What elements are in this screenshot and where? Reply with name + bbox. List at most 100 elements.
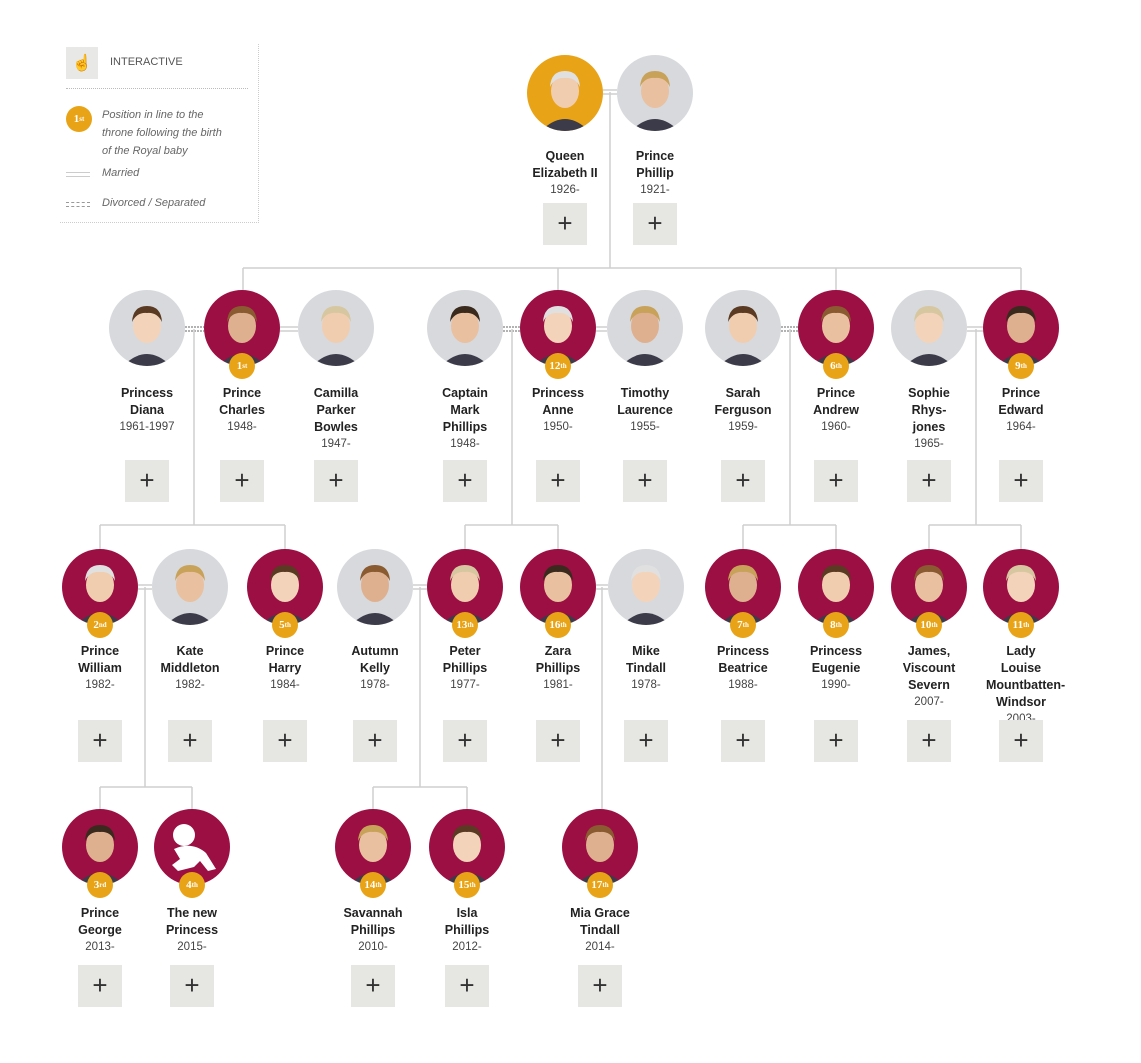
person-name: Prince Edward 1964- — [966, 385, 1076, 436]
person-name: Timothy Laurence 1955- — [590, 385, 700, 436]
person-years: 2015- — [177, 941, 207, 953]
person-years: 1981- — [543, 679, 573, 691]
expand-person-button[interactable]: + — [543, 203, 587, 245]
portrait-photo — [905, 306, 953, 366]
person-photo — [109, 290, 185, 366]
expand-person-button[interactable]: + — [999, 720, 1043, 762]
expand-person-button[interactable]: + — [220, 460, 264, 502]
person-name: Zara Phillips 1981- — [503, 643, 613, 694]
person-photo — [527, 55, 603, 131]
legend-married-line — [66, 172, 90, 177]
person-name: Lady Louise Mountbatten-Windsor 2003- — [966, 643, 1076, 728]
expand-person-button[interactable]: + — [633, 203, 677, 245]
person-name: Princess Diana 1961-1997 — [92, 385, 202, 436]
person-name: Princess Anne 1950- — [503, 385, 613, 436]
person-name: Prince George 2013- — [45, 905, 155, 956]
expand-person-button[interactable]: + — [814, 720, 858, 762]
expand-person-button[interactable]: + — [443, 720, 487, 762]
portrait-photo — [123, 306, 171, 366]
person-name: Savannah Phillips 2010- — [318, 905, 428, 956]
person-years: 2012- — [452, 941, 482, 953]
portrait-photo — [622, 565, 670, 625]
legend-divorced-line — [66, 202, 90, 207]
expand-person-button[interactable]: + — [443, 460, 487, 502]
legend-married-label: Married — [102, 167, 140, 179]
expand-person-button[interactable]: + — [170, 965, 214, 1007]
person-name: Prince Charles 1948- — [187, 385, 297, 436]
expand-person-button[interactable]: + — [125, 460, 169, 502]
baby-icon — [172, 824, 216, 871]
person-years: 1959- — [728, 421, 758, 433]
expand-person-button[interactable]: + — [168, 720, 212, 762]
person-name: Isla Phillips 2012- — [412, 905, 522, 956]
person-years: 1948- — [227, 421, 257, 433]
person-photo — [705, 290, 781, 366]
expand-person-button[interactable]: + — [721, 720, 765, 762]
hand-pointer-icon: ☝ — [66, 47, 98, 79]
expand-person-button[interactable]: + — [907, 460, 951, 502]
person-name: Prince Phillip 1921- — [600, 148, 710, 199]
expand-person-button[interactable]: + — [445, 965, 489, 1007]
person-years: 1950- — [543, 421, 573, 433]
legend-divider — [66, 88, 248, 89]
portrait-photo — [166, 565, 214, 625]
person-photo — [608, 549, 684, 625]
person-years: 1921- — [640, 184, 670, 196]
person-name: Princess Eugenie 1990- — [781, 643, 891, 694]
person-years: 2014- — [585, 941, 615, 953]
expand-person-button[interactable]: + — [578, 965, 622, 1007]
person-name: Mia Grace Tindall 2014- — [545, 905, 655, 956]
expand-person-button[interactable]: + — [814, 460, 858, 502]
portrait-photo — [621, 306, 669, 366]
expand-person-button[interactable]: + — [263, 720, 307, 762]
expand-person-button[interactable]: + — [536, 460, 580, 502]
person-name: Queen Elizabeth II 1926- — [510, 148, 620, 199]
expand-person-button[interactable]: + — [78, 965, 122, 1007]
portrait-photo — [541, 71, 589, 131]
portrait-photo — [631, 71, 679, 131]
person-photo — [891, 290, 967, 366]
person-photo — [617, 55, 693, 131]
expand-person-button[interactable]: + — [314, 460, 358, 502]
expand-person-button[interactable]: + — [623, 460, 667, 502]
person-name: Sophie Rhys-jones 1965- — [874, 385, 984, 453]
person-name: Mike Tindall 1978- — [591, 643, 701, 694]
expand-person-button[interactable]: + — [624, 720, 668, 762]
expand-person-button[interactable]: + — [353, 720, 397, 762]
person-years: 1926- — [550, 184, 580, 196]
expand-person-button[interactable]: + — [536, 720, 580, 762]
person-years: 2007- — [914, 696, 944, 708]
person-years: 1960- — [821, 421, 851, 433]
person-photo — [337, 549, 413, 625]
person-years: 1984- — [270, 679, 300, 691]
person-years: 1990- — [821, 679, 851, 691]
portrait-photo — [441, 306, 489, 366]
person-years: 1947- — [321, 438, 351, 450]
portrait-photo — [719, 306, 767, 366]
person-years: 1964- — [1006, 421, 1036, 433]
expand-person-button[interactable]: + — [721, 460, 765, 502]
legend-position-text: Position in line to the throne following… — [102, 109, 222, 157]
person-years: 1978- — [631, 679, 661, 691]
expand-person-button[interactable]: + — [351, 965, 395, 1007]
portrait-photo — [312, 306, 360, 366]
expand-person-button[interactable]: + — [907, 720, 951, 762]
person-years: 1955- — [630, 421, 660, 433]
person-years: 1978- — [360, 679, 390, 691]
expand-person-button[interactable]: + — [999, 460, 1043, 502]
legend-interactive-label: INTERACTIVE — [110, 56, 183, 68]
expand-person-button[interactable]: + — [78, 720, 122, 762]
person-name: Prince William 1982- — [45, 643, 155, 694]
